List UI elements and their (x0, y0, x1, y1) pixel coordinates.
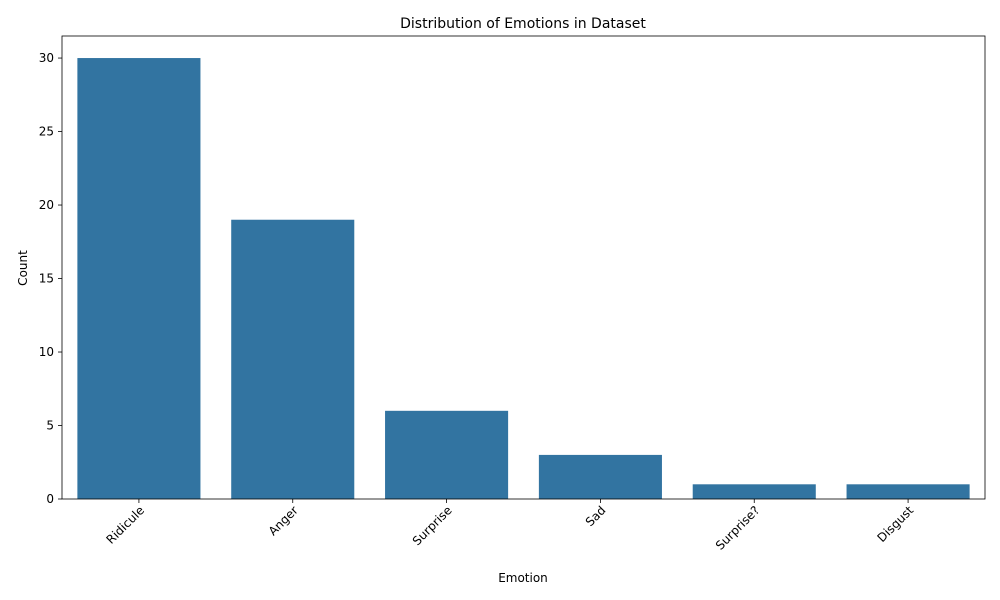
x-tick-label: Sad (583, 503, 609, 529)
y-tick-label: 20 (39, 198, 54, 212)
y-tick-label: 15 (39, 272, 54, 286)
y-tick-label: 0 (46, 492, 54, 506)
bar-sad (538, 454, 662, 499)
bar-anger (231, 219, 355, 499)
x-tick-label: Disgust (874, 503, 916, 545)
plot-frame (61, 35, 986, 500)
chart-title: Distribution of Emotions in Dataset (400, 16, 646, 32)
bar-ridicule (77, 58, 201, 500)
x-tick-label: Ridicule (104, 503, 148, 547)
y-axis-ticks: 0 5 10 15 20 25 30 (39, 51, 62, 506)
y-axis-label: Count (16, 250, 30, 286)
x-axis-label: Emotion (498, 571, 548, 585)
y-tick-label: 25 (39, 125, 54, 139)
x-axis-ticks: Ridicule Anger Surprise Sad Surprise? Disgust (104, 499, 916, 553)
y-tick-label: 30 (39, 51, 54, 65)
bars-group (77, 58, 970, 500)
bar-surprise (692, 484, 816, 499)
y-tick-label: 5 (46, 419, 54, 433)
y-tick-label: 10 (39, 345, 54, 359)
bar-surprise (385, 410, 509, 499)
x-tick-label: Surprise (410, 503, 455, 548)
bar-disgust (846, 484, 970, 499)
x-tick-label: Anger (266, 503, 301, 538)
x-tick-label: Surprise? (713, 503, 763, 553)
